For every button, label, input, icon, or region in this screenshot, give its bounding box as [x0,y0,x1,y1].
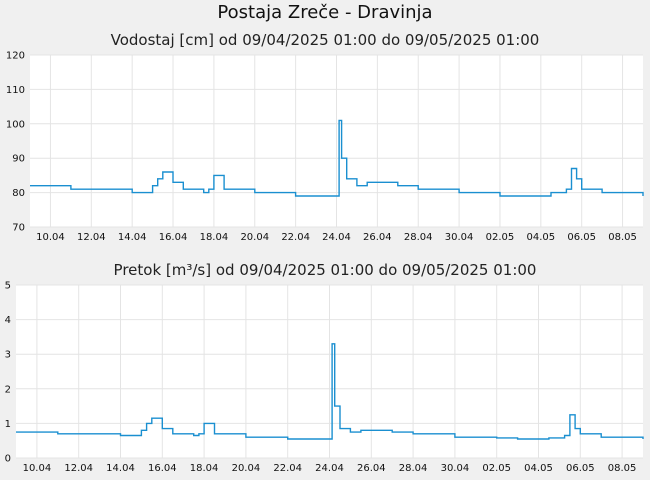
y-tick-label: 4 [5,315,11,326]
x-tick-label: 30.04 [445,232,474,243]
x-tick-label: 28.04 [399,463,428,474]
y-tick-label: 80 [12,188,25,199]
x-tick-label: 26.04 [357,463,386,474]
chart-title-discharge: Pretok [m³/s] od 09/04/2025 01:00 do 09/… [113,261,537,279]
x-tick-label: 12.04 [64,463,93,474]
y-tick-label: 5 [5,281,11,292]
x-tick-label: 26.04 [363,232,392,243]
x-tick-label: 30.04 [441,463,470,474]
x-tick-label: 24.04 [315,463,344,474]
x-tick-label: 22.04 [273,463,302,474]
page-title: Postaja Zreče - Dravinja [217,2,433,23]
x-tick-label: 18.04 [190,463,219,474]
y-tick-label: 2 [5,384,11,395]
y-tick-label: 70 [12,223,25,234]
x-tick-label: 08.05 [608,232,637,243]
x-tick-label: 20.04 [240,232,269,243]
y-tick-label: 120 [6,51,25,62]
x-tick-label: 10.04 [23,463,52,474]
x-tick-label: 18.04 [200,232,229,243]
x-tick-label: 02.05 [482,463,511,474]
x-tick-label: 28.04 [404,232,433,243]
x-tick-label: 16.04 [159,232,188,243]
y-tick-label: 0 [5,454,11,465]
y-tick-label: 1 [5,419,11,430]
x-tick-label: 06.05 [567,232,596,243]
x-tick-label: 14.04 [106,463,135,474]
y-tick-label: 90 [12,154,25,165]
discharge-chart: 0 1 2 3 4 5 10.04 12.04 14.04 16.04 18.04 20.04 22.0… [5,281,644,474]
x-tick-label: 16.04 [148,463,177,474]
series-line [30,119,644,197]
y-tick-label: 100 [6,119,25,130]
x-tick-label: 04.05 [524,463,553,474]
x-tick-label: 22.04 [281,232,310,243]
x-tick-label: 02.05 [486,232,515,243]
x-tick-label: 06.05 [566,463,595,474]
x-tick-label: 08.05 [608,463,637,474]
x-tick-label: 12.04 [77,232,106,243]
x-tick-label: 04.05 [527,232,556,243]
x-tick-label: 24.04 [322,232,351,243]
chart-title-water-level: Vodostaj [cm] od 09/04/2025 01:00 do 09/… [110,31,540,49]
y-tick-label: 3 [5,350,11,361]
x-tick-label: 10.04 [36,232,65,243]
y-tick-label: 110 [6,85,25,96]
water-level-chart: 70 80 90 100 110 120 10.04 12.04 14.04 16.04 18.04… [6,51,644,243]
x-tick-label: 14.04 [118,232,147,243]
x-tick-label: 20.04 [232,463,261,474]
series-line [16,343,644,440]
